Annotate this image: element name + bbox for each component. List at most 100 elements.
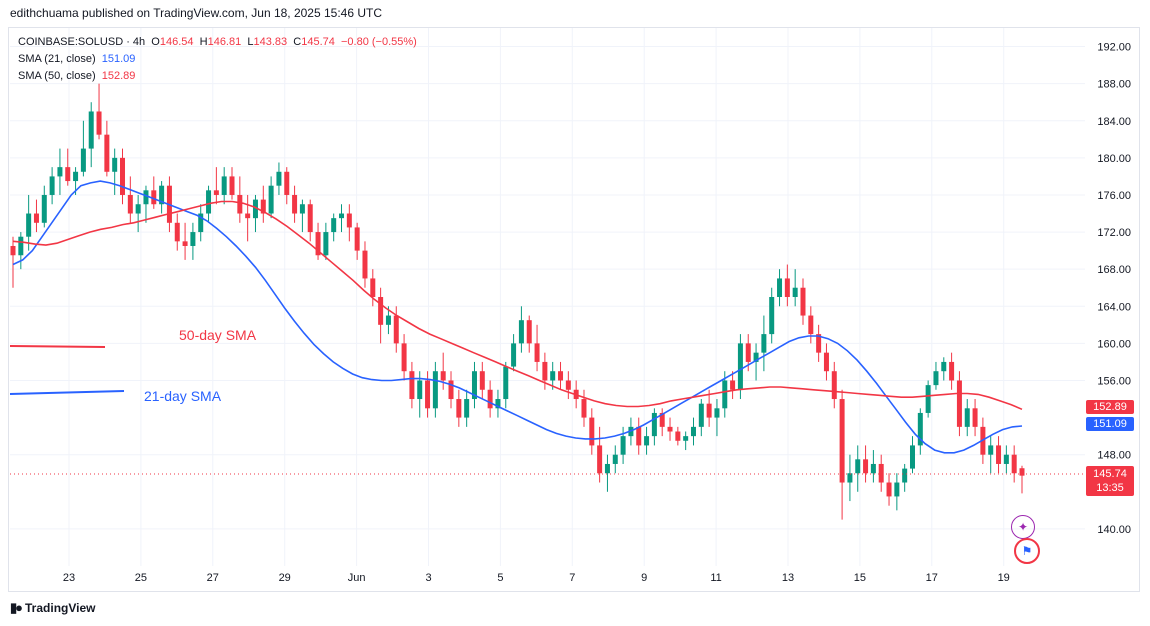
candle-body[interactable] bbox=[41, 194, 47, 223]
candle-body[interactable] bbox=[644, 436, 650, 446]
sma50-line[interactable] bbox=[12, 200, 1023, 411]
candle-body[interactable] bbox=[518, 320, 524, 344]
candle-body[interactable] bbox=[206, 190, 212, 214]
candle-body[interactable] bbox=[581, 399, 587, 418]
sma21-legend[interactable]: SMA (21, close) 151.09 bbox=[18, 53, 136, 65]
candle-body[interactable] bbox=[26, 213, 32, 237]
candle-body[interactable] bbox=[941, 361, 947, 372]
candle-body[interactable] bbox=[401, 343, 407, 372]
candle-body[interactable] bbox=[229, 176, 235, 195]
candle-body[interactable] bbox=[683, 436, 689, 441]
candle-body[interactable] bbox=[1019, 468, 1025, 476]
candle-body[interactable] bbox=[503, 366, 509, 400]
candle-body[interactable] bbox=[190, 232, 196, 246]
candle-body[interactable] bbox=[730, 380, 736, 390]
candle-body[interactable] bbox=[221, 176, 227, 195]
candle-body[interactable] bbox=[385, 315, 391, 325]
candle-body[interactable] bbox=[808, 315, 814, 335]
candle-body[interactable] bbox=[495, 399, 501, 409]
candle-body[interactable] bbox=[964, 408, 970, 427]
candle-body[interactable] bbox=[354, 227, 360, 251]
candle-body[interactable] bbox=[487, 389, 493, 409]
candle-body[interactable] bbox=[339, 213, 345, 219]
candle-body[interactable] bbox=[440, 371, 446, 381]
candle-body[interactable] bbox=[565, 380, 571, 390]
candle-body[interactable] bbox=[745, 343, 751, 362]
candle-body[interactable] bbox=[284, 171, 290, 195]
candle-body[interactable] bbox=[198, 213, 204, 233]
candle-body[interactable] bbox=[252, 199, 258, 219]
candle-body[interactable] bbox=[471, 371, 477, 400]
candle-body[interactable] bbox=[331, 218, 337, 233]
candle-body[interactable] bbox=[73, 171, 79, 182]
candle-body[interactable] bbox=[425, 380, 431, 409]
candle-body[interactable] bbox=[604, 463, 610, 474]
candle-body[interactable] bbox=[534, 343, 540, 362]
candle-body[interactable] bbox=[299, 204, 305, 214]
candle-body[interactable] bbox=[659, 412, 665, 427]
candle-body[interactable] bbox=[933, 371, 939, 386]
candle-body[interactable] bbox=[479, 371, 485, 390]
sparkle-icon[interactable]: ✦ bbox=[1011, 515, 1035, 539]
candle-body[interactable] bbox=[777, 278, 783, 297]
candle-body[interactable] bbox=[245, 213, 251, 219]
candle-body[interactable] bbox=[612, 454, 618, 464]
candle-body[interactable] bbox=[855, 459, 861, 474]
candle-body[interactable] bbox=[393, 315, 399, 344]
candle-body[interactable] bbox=[65, 167, 71, 182]
candle-body[interactable] bbox=[706, 403, 712, 418]
sma21-line[interactable] bbox=[12, 180, 1023, 454]
candle-body[interactable] bbox=[33, 213, 39, 223]
flag-icon[interactable]: ⚑ bbox=[1014, 538, 1040, 564]
candle-body[interactable] bbox=[996, 445, 1002, 464]
candle-body[interactable] bbox=[151, 190, 157, 205]
candle-body[interactable] bbox=[57, 167, 63, 177]
candle-body[interactable] bbox=[307, 204, 313, 233]
candle-body[interactable] bbox=[104, 134, 110, 172]
candle-body[interactable] bbox=[909, 445, 915, 469]
candle-body[interactable] bbox=[675, 431, 681, 441]
candle-body[interactable] bbox=[120, 157, 126, 195]
candle-body[interactable] bbox=[174, 222, 180, 242]
candle-body[interactable] bbox=[1003, 454, 1009, 464]
candle-body[interactable] bbox=[464, 399, 470, 418]
candle-body[interactable] bbox=[925, 385, 931, 413]
candle-body[interactable] bbox=[260, 199, 266, 214]
candle-body[interactable] bbox=[722, 380, 728, 409]
candle-body[interactable] bbox=[88, 111, 94, 149]
candle-body[interactable] bbox=[839, 399, 845, 483]
candle-body[interactable] bbox=[362, 250, 368, 279]
candle-body[interactable] bbox=[542, 361, 548, 381]
sma50-legend[interactable]: SMA (50, close) 152.89 bbox=[18, 70, 136, 82]
candle-body[interactable] bbox=[159, 185, 165, 205]
candle-body[interactable] bbox=[432, 371, 438, 409]
candle-body[interactable] bbox=[870, 463, 876, 474]
candle-body[interactable] bbox=[213, 190, 219, 195]
candle-body[interactable] bbox=[558, 371, 564, 381]
candle-body[interactable] bbox=[292, 194, 298, 214]
candle-body[interactable] bbox=[511, 343, 517, 367]
candle-body[interactable] bbox=[268, 185, 274, 214]
candle-body[interactable] bbox=[816, 334, 822, 353]
candle-body[interactable] bbox=[237, 194, 243, 214]
candle-body[interactable] bbox=[886, 482, 892, 497]
candle-body[interactable] bbox=[417, 380, 423, 400]
candle-body[interactable] bbox=[651, 412, 657, 437]
candle-body[interactable] bbox=[550, 371, 556, 381]
candle-body[interactable] bbox=[769, 297, 775, 335]
candle-body[interactable] bbox=[1011, 454, 1017, 474]
candle-body[interactable] bbox=[143, 190, 149, 205]
candle-body[interactable] bbox=[589, 417, 595, 446]
candle-body[interactable] bbox=[80, 148, 86, 172]
candle-body[interactable] bbox=[636, 426, 642, 446]
candle-body[interactable] bbox=[784, 278, 790, 297]
candle-body[interactable] bbox=[737, 343, 743, 390]
candle-body[interactable] bbox=[526, 320, 532, 344]
candle-body[interactable] bbox=[620, 436, 626, 455]
candle-body[interactable] bbox=[127, 194, 133, 214]
candle-body[interactable] bbox=[823, 352, 829, 372]
symbol-label[interactable]: COINBASE:SOLUSD · 4h bbox=[18, 36, 146, 48]
candle-body[interactable] bbox=[698, 403, 704, 427]
candle-body[interactable] bbox=[902, 468, 908, 483]
candle-body[interactable] bbox=[49, 176, 55, 195]
